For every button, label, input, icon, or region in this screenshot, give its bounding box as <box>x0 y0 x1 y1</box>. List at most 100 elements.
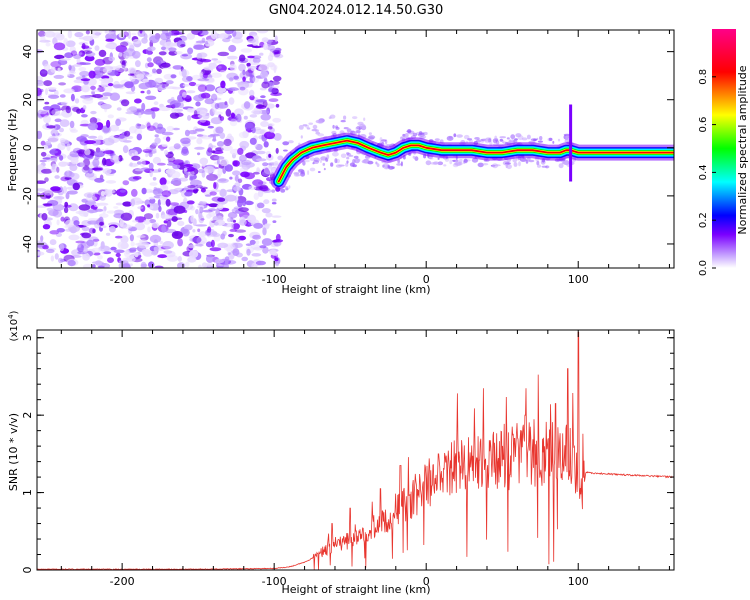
noise-blob <box>143 213 154 220</box>
noise-blob <box>115 118 121 126</box>
spectral-spray <box>379 137 383 143</box>
noise-blob <box>139 158 146 168</box>
noise-blob <box>155 126 166 134</box>
spectral-spray <box>313 159 320 164</box>
noise-blob <box>123 31 129 38</box>
snr-y-axis-label: SNR (10 * v/v) <box>7 413 20 491</box>
spectral-spray <box>467 138 473 141</box>
noise-blob <box>171 107 177 113</box>
noise-blob <box>255 260 266 266</box>
noise-blob <box>202 30 208 34</box>
noise-blob <box>256 169 261 173</box>
noise-blob <box>249 239 256 245</box>
spectral-spray <box>308 122 314 125</box>
noise-blob <box>252 179 264 187</box>
spectral-spray <box>521 137 528 141</box>
noise-blob <box>261 81 270 89</box>
noise-blob <box>184 129 190 137</box>
spectrogram-y-axis-label: Frequency (Hz) <box>6 109 19 192</box>
noise-blob <box>171 177 182 185</box>
noise-blob <box>205 254 215 263</box>
noise-blob <box>90 110 97 115</box>
noise-blob <box>256 30 269 34</box>
spectral-spray <box>530 138 538 142</box>
spectral-spray <box>397 159 401 164</box>
noise-blob <box>258 63 270 72</box>
noise-blob <box>40 35 46 43</box>
noise-blob <box>247 38 256 43</box>
noise-blob <box>177 238 184 247</box>
y-tick-label: 1 <box>21 489 34 496</box>
noise-blob <box>164 228 177 234</box>
noise-blob <box>253 62 260 66</box>
noise-blob <box>57 67 61 72</box>
noise-blob <box>79 62 91 65</box>
noise-blob <box>87 135 98 139</box>
noise-blob <box>204 194 212 197</box>
noise-blob <box>268 98 279 102</box>
noise-blob <box>102 150 114 155</box>
noise-blob <box>81 85 90 93</box>
noise-blob <box>152 68 157 74</box>
noise-blob <box>39 192 49 200</box>
noise-blob <box>244 122 254 129</box>
noise-blob <box>228 77 234 82</box>
noise-blob <box>227 116 238 122</box>
noise-blob <box>251 253 262 257</box>
spectral-spray <box>400 136 407 139</box>
noise-blob <box>70 50 78 56</box>
spectral-spray <box>346 160 349 164</box>
noise-blob <box>234 175 239 182</box>
spectral-spray <box>312 124 318 130</box>
noise-blob <box>233 186 241 192</box>
noise-blob <box>191 30 203 35</box>
snr-y-multiplier: (x104) <box>7 310 20 341</box>
x-tick-label: 0 <box>423 575 430 588</box>
noise-blob <box>77 242 82 248</box>
noise-blob <box>193 44 206 50</box>
snr-x-axis-label: Height of straight line (km) <box>281 583 430 596</box>
noise-blob <box>120 99 130 107</box>
noise-blob <box>134 251 139 258</box>
spectral-spray <box>510 134 516 140</box>
noise-blob <box>135 60 141 68</box>
noise-blob <box>196 58 207 62</box>
spectral-spray <box>359 123 366 129</box>
noise-blob <box>129 234 134 242</box>
x-tick-label: -100 <box>262 575 287 588</box>
noise-blob <box>117 129 126 132</box>
noise-blob <box>204 229 212 236</box>
noise-blob <box>252 234 261 240</box>
noise-blob <box>161 131 174 136</box>
noise-blob <box>86 239 95 247</box>
noise-blob <box>226 217 232 223</box>
noise-blob <box>249 137 257 145</box>
noise-blob <box>168 160 173 164</box>
signal-track-layer <box>270 104 674 190</box>
spectral-spray <box>438 162 443 165</box>
noise-blob <box>37 130 43 140</box>
noise-blob <box>149 219 156 224</box>
spectral-spray <box>456 134 463 138</box>
noise-blob <box>135 216 139 221</box>
snr-frame <box>36 329 675 571</box>
noise-blob <box>182 84 190 87</box>
noise-blob <box>130 241 135 247</box>
noise-blob <box>227 55 238 60</box>
noise-blob <box>88 218 99 221</box>
noise-blob <box>45 88 48 96</box>
noise-blob <box>82 105 87 110</box>
noise-blob <box>42 203 53 206</box>
noise-blob <box>98 49 107 58</box>
noise-blob <box>261 187 270 192</box>
spectral-spray <box>332 124 335 129</box>
noise-blob <box>215 126 224 134</box>
noise-blob <box>147 46 156 51</box>
noise-blob <box>148 261 155 268</box>
y-tick-label: 2 <box>21 412 34 419</box>
noise-blob <box>234 229 247 233</box>
noise-blob <box>97 72 104 78</box>
noise-blob <box>187 115 192 121</box>
noise-blob <box>54 54 65 60</box>
noise-blob <box>132 39 142 44</box>
